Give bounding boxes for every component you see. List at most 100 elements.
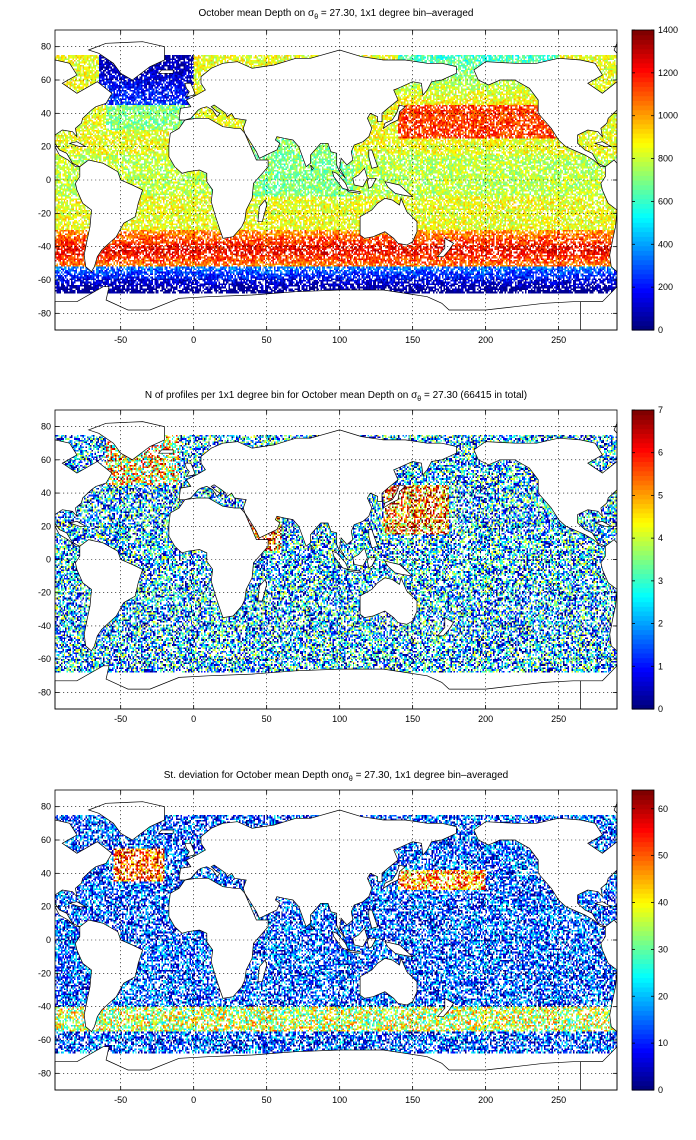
colorbar-swatch xyxy=(632,456,654,462)
coastline xyxy=(436,237,454,258)
colorbar-swatch xyxy=(632,944,654,950)
colorbar-swatch xyxy=(632,306,654,312)
y-tick-label: 60 xyxy=(41,455,51,465)
colorbar-swatch xyxy=(632,888,654,894)
colorbar-swatch xyxy=(632,123,654,130)
colorbar-swatch xyxy=(632,1043,654,1049)
colorbar-swatch xyxy=(632,954,654,960)
colorbar-swatch xyxy=(632,850,654,857)
colorbar-swatch xyxy=(632,578,654,584)
y-tick-label: -60 xyxy=(38,275,51,285)
colorbar-swatch xyxy=(632,180,654,186)
colorbar-swatch xyxy=(632,610,654,617)
colorbar-swatch xyxy=(632,657,654,663)
colorbar-swatch xyxy=(632,1038,654,1044)
colorbar-swatch xyxy=(632,194,654,200)
colorbar-swatch xyxy=(632,419,654,425)
colorbar-swatch xyxy=(632,799,654,805)
colorbar-swatch xyxy=(632,836,654,843)
colorbar-swatch xyxy=(632,475,654,481)
colorbar-swatch xyxy=(632,170,654,176)
chart-title: N of profiles per 1x1 degree bin for Oct… xyxy=(145,390,527,403)
colorbar-swatch xyxy=(632,606,654,612)
coastline xyxy=(157,69,174,74)
colorbar-swatch xyxy=(632,34,654,40)
coastline xyxy=(257,199,268,223)
coastline xyxy=(75,539,144,652)
colorbar-tick-label: 600 xyxy=(658,196,673,206)
y-tick-label: 60 xyxy=(41,835,51,845)
colorbar-swatch xyxy=(632,846,654,852)
colorbar-swatch xyxy=(632,151,654,158)
colorbar-swatch xyxy=(632,62,654,69)
coastline xyxy=(68,141,88,148)
colorbar-swatch xyxy=(632,573,654,579)
colorbar-swatch xyxy=(632,39,654,45)
colorbar-swatch xyxy=(632,72,654,78)
colorbar-swatch xyxy=(632,30,654,36)
coastline xyxy=(184,82,196,98)
coastline xyxy=(257,578,268,602)
coastline xyxy=(367,557,377,569)
colorbar-swatch xyxy=(632,236,654,242)
colorbar-swatch xyxy=(632,133,654,139)
colorbar-swatch xyxy=(632,652,654,659)
colorbar-swatch xyxy=(632,634,654,640)
colorbar-swatch xyxy=(632,662,654,668)
coastline xyxy=(87,801,165,841)
colorbar-swatch xyxy=(632,198,654,205)
panel-1: -50 0 50 100 150 200 250806040200-20-40-60-80O… xyxy=(38,8,678,345)
colorbar-swatch xyxy=(632,986,654,993)
coastline xyxy=(368,529,379,549)
colorbar-swatch xyxy=(632,526,654,533)
y-tick-label: 0 xyxy=(46,935,51,945)
colorbar-swatch xyxy=(632,690,654,696)
colorbar-swatch xyxy=(632,278,654,284)
colorbar-swatch xyxy=(632,1029,654,1035)
colorbar-tick-label: 1 xyxy=(658,661,663,671)
coastline xyxy=(384,181,414,198)
colorbar-swatch xyxy=(632,503,654,509)
colorbar-swatch xyxy=(632,879,654,885)
colorbar-swatch xyxy=(632,269,654,275)
y-tick-label: -60 xyxy=(38,654,51,664)
colorbar-swatch xyxy=(632,1052,654,1058)
colorbar-tick-label: 800 xyxy=(658,154,673,164)
colorbar-swatch xyxy=(632,921,654,927)
colorbar-swatch xyxy=(632,231,654,237)
colorbar-tick-label: 60 xyxy=(658,804,668,814)
title-suffix: = 27.30 (66415 in total) xyxy=(421,390,527,401)
colorbar-swatch xyxy=(632,869,654,875)
colorbar-swatch xyxy=(632,1057,654,1063)
title-suffix: = 27.30, 1x1 degree bin–averaged xyxy=(353,770,508,781)
coastline xyxy=(68,901,88,908)
colorbar-swatch xyxy=(632,48,654,55)
colorbar-swatch xyxy=(632,311,654,317)
colorbar-swatch xyxy=(632,568,654,575)
colorbar-swatch xyxy=(632,240,654,247)
coastline xyxy=(168,497,269,618)
x-tick-label: 150 xyxy=(405,714,420,724)
colorbar-swatch xyxy=(632,466,654,472)
coastline xyxy=(368,909,379,929)
x-tick-label: 100 xyxy=(332,335,347,345)
colorbar-swatch xyxy=(632,1085,654,1091)
colorbar-swatch xyxy=(632,624,654,631)
colorbar-swatch xyxy=(632,105,654,111)
title-prefix: N of profiles per 1x1 degree bin for Oct… xyxy=(145,390,411,401)
colorbar-swatch xyxy=(632,203,654,209)
title-subscript: θ xyxy=(417,396,421,403)
colorbar-swatch xyxy=(632,508,654,514)
colorbar-swatch xyxy=(632,671,654,677)
colorbar-swatch xyxy=(632,559,654,565)
y-tick-label: 80 xyxy=(41,422,51,432)
colorbar-swatch xyxy=(632,264,654,270)
coastline xyxy=(367,177,377,189)
colorbar-swatch xyxy=(632,1071,654,1077)
y-tick-label: 0 xyxy=(46,555,51,565)
x-tick-label: -50 xyxy=(114,335,127,345)
colorbar-swatch xyxy=(632,273,654,280)
coastline xyxy=(310,544,314,551)
colorbar-swatch xyxy=(632,287,654,294)
colorbar-swatch xyxy=(632,442,654,448)
